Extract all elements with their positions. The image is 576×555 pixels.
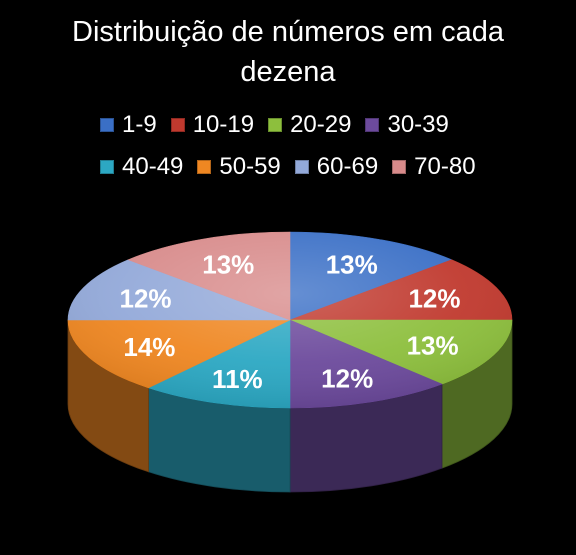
pie-data-label: 11%: [212, 364, 263, 394]
pie-labels: 13% 12% 13% 12% 11% 14% 12% 13%: [119, 249, 460, 393]
legend-item: 60-69: [294, 153, 379, 181]
legend-label: 40-49: [122, 153, 184, 180]
chart-title-line-1: Distribuição de números em cada: [72, 16, 504, 48]
legend-row-1: 1-9 10-19 20-29 30-39: [100, 104, 520, 146]
legend-swatch: [100, 118, 114, 132]
legend-swatch: [365, 118, 380, 132]
legend-label: 60-69: [316, 153, 379, 180]
legend-label: 30-39: [387, 111, 449, 138]
pie-data-label: 14%: [123, 332, 175, 362]
legend-item: 1-9: [100, 111, 157, 139]
pie-data-label: 12%: [321, 363, 373, 393]
legend-swatch: [268, 118, 283, 132]
legend-swatch: [197, 160, 212, 174]
legend-item: 40-49: [100, 153, 183, 181]
pie-data-label: 12%: [119, 283, 171, 313]
legend-label: 1-9: [122, 111, 157, 138]
pie-data-label: 13%: [326, 249, 378, 279]
pie-data-label: 12%: [408, 283, 460, 313]
legend-item: 10-19: [170, 111, 255, 139]
legend-item: 20-29: [268, 111, 351, 139]
pie-sides: [67, 319, 513, 493]
pie-data-label: 13%: [407, 330, 459, 360]
pie-top: [67, 231, 513, 409]
legend-swatch: [392, 160, 407, 174]
legend-swatch: [294, 160, 309, 174]
legend-swatch: [170, 118, 185, 132]
legend-row-2: 40-49 50-59 60-69 70-80: [100, 146, 520, 188]
legend-label: 20-29: [290, 111, 352, 138]
legend-label: 10-19: [192, 111, 255, 138]
legend-label: 50-59: [219, 153, 281, 180]
legend-label: 70-80: [414, 153, 476, 180]
legend-item: 50-59: [197, 153, 281, 181]
legend-swatch: [100, 160, 114, 174]
legend: 1-9 10-19 20-29 30-39 40-49 50-59 60-69: [100, 104, 520, 188]
pie-data-label: 13%: [202, 249, 254, 279]
legend-item: 70-80: [392, 153, 476, 181]
pie-gloss: [68, 232, 512, 408]
legend-item: 30-39: [365, 111, 449, 139]
chart-title: Distribuição de números em cada dezena: [0, 12, 576, 92]
chart-title-line-2: dezena: [240, 56, 336, 88]
